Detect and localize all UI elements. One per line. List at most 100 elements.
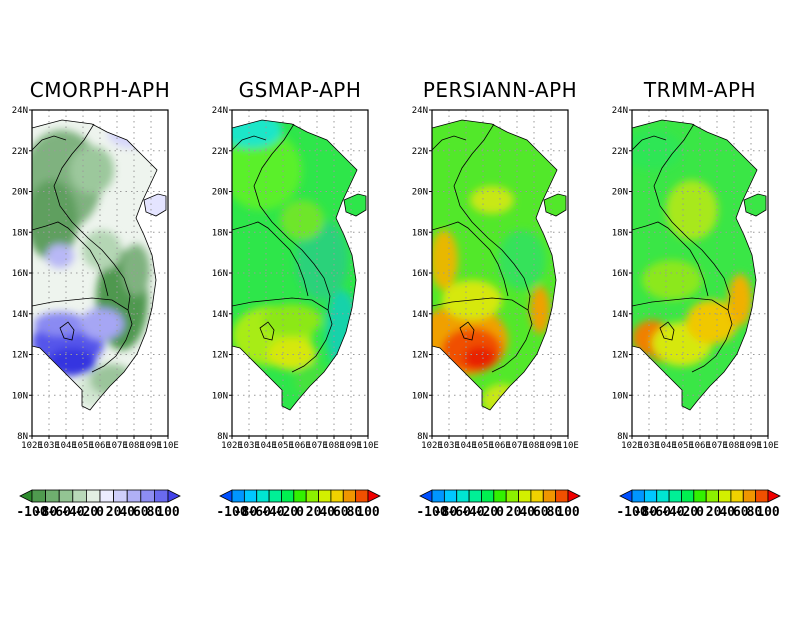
panel-title-persiann: PERSIANN-APH [423,78,577,102]
colorbar-label: 60 [733,505,749,520]
thailand-laos-border [231,221,309,297]
colorbar-swatch [140,489,155,503]
colorbar-label: 100 [156,505,180,520]
colorbar-swatch [268,489,282,503]
lon-tick-label: 104E [655,441,677,451]
lon-tick-label: 107E [106,441,128,451]
colorbar-swatch [481,489,495,503]
cambodia-border [631,297,733,373]
colorbar-label: 20 [706,505,722,520]
lon-tick-label: 102E [421,441,443,451]
colorbar-swatch [542,489,557,503]
colorbar-label: 40 [119,505,135,520]
colorbar-label: 80 [147,505,163,520]
borders [431,119,567,411]
lon-tick-label: 108E [323,441,345,451]
colorbar-label: -60 [447,505,471,520]
field-patch [122,244,150,296]
colorbar-label: 80 [747,505,763,520]
colorbar-swatch [243,489,258,503]
lon-tick-label: 106E [489,441,511,451]
colorbar-swatch [705,489,719,503]
lat-tick-label: 14N [212,310,228,320]
field-patch [666,180,718,240]
lat-tick-label: 24N [212,106,228,116]
lat-tick-label: 22N [12,147,28,157]
laos-vietnam-border [453,123,531,311]
colorbar-swatch [355,489,369,503]
colorbar-label: -60 [47,505,71,520]
colorbar-label: 0 [696,505,704,520]
laos-vietnam-border [253,123,331,311]
colorbar-swatch [468,489,482,503]
field-patch [642,260,702,300]
field-patch [470,186,514,214]
tonle-sap [59,321,75,341]
colorbar-swatch [431,489,445,503]
borders [31,119,167,411]
colorbar-swatch [742,489,757,503]
lat-tick-label: 24N [12,106,28,116]
colorbar-label: 0 [496,505,504,520]
north-border [431,135,467,151]
colorbar-label: -20 [675,505,699,520]
colorbar-label: -100 [416,505,447,520]
field-patch [632,130,682,170]
lat-tick-label: 12N [212,351,228,361]
colorbar-swatch [643,489,658,503]
field-patch [728,274,752,326]
lat-tick-label: 18N [412,228,428,238]
field-patch [70,146,114,194]
lat-tick-label: 20N [612,188,628,198]
lat-tick-label: 14N [612,310,628,320]
hainan-coast [343,193,367,217]
lat-tick-label: 18N [12,228,28,238]
lat-tick-label: 8N [17,432,28,442]
lon-tick-label: 109E [340,441,362,451]
thailand-laos-border [31,221,109,297]
lat-tick-label: 14N [412,310,428,320]
hainan-field [144,194,166,216]
thailand-laos-border [431,221,509,297]
colorbar-swatch [518,489,532,503]
panel-title-gsmap: GSMAP-APH [239,78,362,102]
lon-tick-label: 104E [255,441,277,451]
map-panel-2: 24N22N20N18N16N14N12N10N8N102E103E104E10… [212,106,379,451]
lon-tick-label: 104E [455,441,477,451]
coastline [31,119,158,411]
colorbar-swatch [330,489,344,503]
lat-tick-label: 22N [212,147,228,157]
colorbar-swatch [693,489,707,503]
lat-tick-label: 10N [612,391,628,401]
field-patch [34,312,86,336]
field-patch [268,338,316,370]
lat-tick-label: 10N [212,391,228,401]
colorbar-low-arrow [419,489,433,503]
colorbar-label: 60 [533,505,549,520]
colorbar-label: -40 [461,505,485,520]
colorbar-swatch [755,489,769,503]
lon-tick-label: 106E [289,441,311,451]
colorbar-swatch [681,489,695,503]
north-border [31,135,67,151]
lat-tick-label: 10N [12,391,28,401]
lon-tick-label: 107E [506,441,528,451]
coastline [431,119,558,411]
lon-tick-label: 109E [740,441,762,451]
colorbar-swatch [493,489,507,503]
lat-tick-label: 10N [412,391,428,401]
field-patch [262,304,322,336]
panel-title-cmorph: CMORPH-APH [30,78,171,102]
lon-tick-label: 110E [157,441,179,451]
north-border [631,135,667,151]
colorbar-low-arrow [19,489,33,503]
gridlines [432,110,568,436]
lon-tick-label: 106E [89,441,111,451]
hainan-field [544,194,566,216]
colorbar-swatch [456,489,470,503]
colorbar-label: 80 [547,505,563,520]
lon-tick-label: 108E [723,441,745,451]
lat-tick-label: 16N [612,269,628,279]
hainan-coast [143,193,167,217]
